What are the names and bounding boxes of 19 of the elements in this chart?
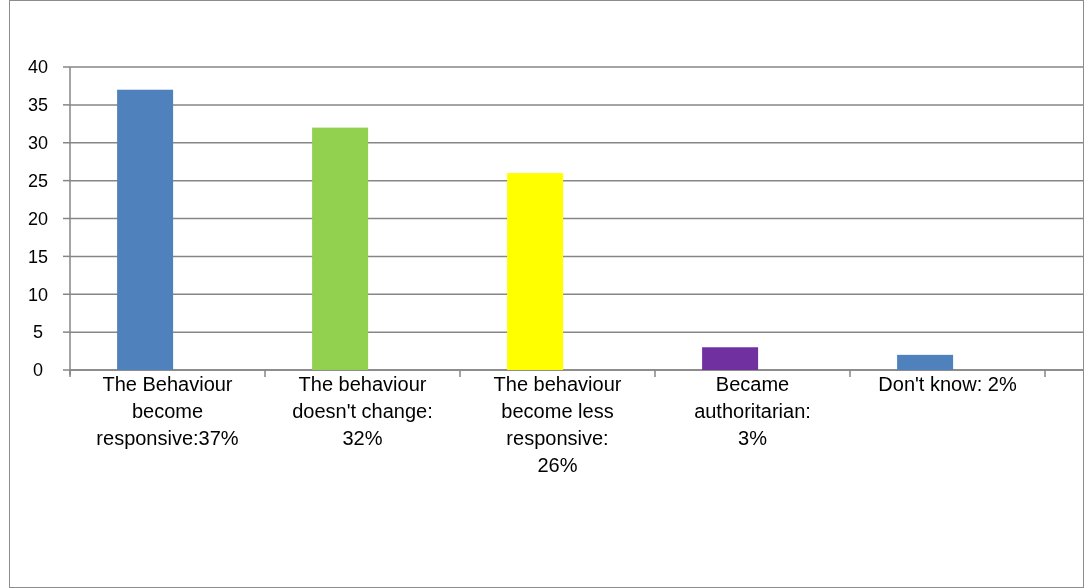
y-tick-label: 20 bbox=[27, 208, 49, 229]
x-tick-label: Don't know: 2% bbox=[878, 373, 1017, 395]
y-tick-label: 25 bbox=[27, 170, 49, 191]
bar bbox=[117, 89, 174, 370]
bar bbox=[897, 354, 954, 370]
bar bbox=[702, 347, 759, 370]
y-tick-label: 10 bbox=[27, 284, 49, 305]
bar bbox=[312, 127, 369, 370]
y-tick-label: 5 bbox=[32, 322, 44, 343]
y-tick-label: 30 bbox=[27, 133, 49, 154]
x-tick-label: Became authoritarian: 3% bbox=[694, 373, 811, 449]
y-tick-label: 40 bbox=[27, 57, 49, 78]
y-tick-label: 15 bbox=[27, 246, 49, 267]
x-tick-label: The behaviour doesn't change: 32% bbox=[292, 373, 433, 449]
x-tick-label: The Behaviour become responsive:37% bbox=[96, 373, 239, 449]
y-tick-label: 35 bbox=[27, 95, 49, 116]
bar bbox=[507, 173, 564, 370]
x-tick-label: The behaviour become less responsive: 26% bbox=[493, 373, 622, 476]
y-tick-label: 0 bbox=[32, 360, 44, 381]
